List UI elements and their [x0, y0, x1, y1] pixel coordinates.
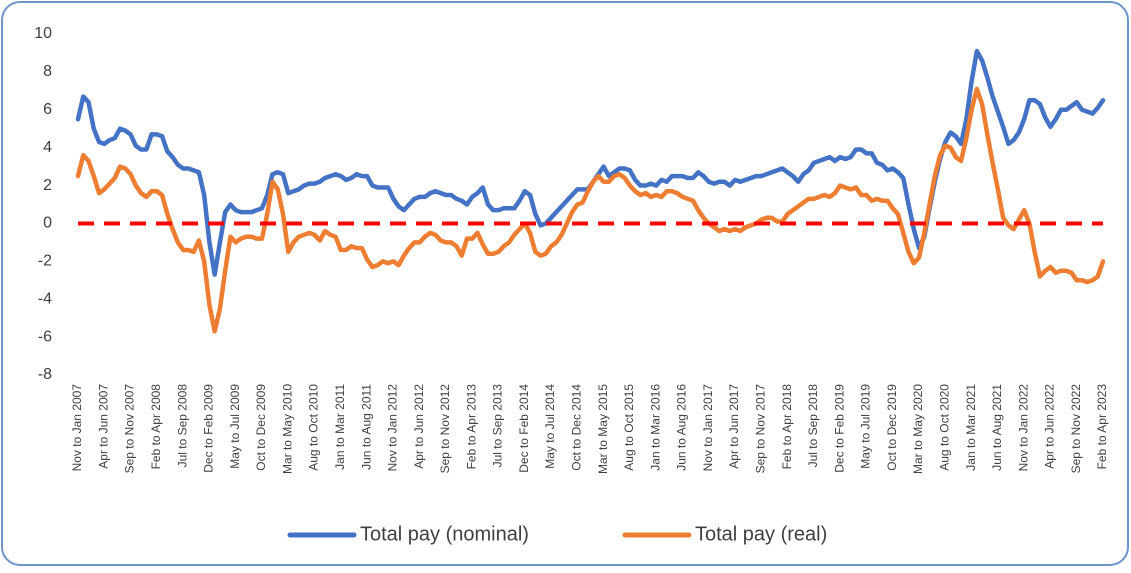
- x-tick-label: Sep to Nov 2007: [123, 384, 137, 474]
- x-tick-label: Sep to Nov 2022: [1069, 384, 1083, 474]
- x-tick-label: Dec to Feb 2019: [832, 384, 846, 473]
- y-tick-label: 4: [43, 139, 52, 156]
- legend-label: Total pay (nominal): [360, 523, 529, 545]
- series-line: [75, 86, 1106, 334]
- x-tick-label: Aug to Oct 2010: [307, 384, 321, 471]
- y-tick-label: 6: [43, 101, 52, 118]
- x-tick-label: Mar to May 2010: [280, 384, 294, 474]
- x-tick-label: Oct to Dec 2009: [254, 384, 268, 471]
- x-tick-label: Feb to Apr 2018: [780, 384, 794, 470]
- x-tick-label: Sep to Nov 2017: [754, 384, 768, 474]
- x-tick-label: Feb to Apr 2008: [149, 384, 163, 470]
- x-tick-label: Jan to Mar 2016: [648, 384, 662, 471]
- x-tick-label: Feb to Apr 2013: [464, 384, 478, 470]
- x-tick-label: Apr to Jun 2022: [1043, 384, 1057, 469]
- x-tick-label: May to Jul 2019: [859, 384, 873, 469]
- x-tick-label: Jun to Aug 2021: [990, 384, 1004, 471]
- x-tick-label: Feb to Apr 2023: [1095, 384, 1109, 470]
- legend-label: Total pay (real): [695, 523, 827, 545]
- y-tick-label: -6: [38, 328, 52, 345]
- x-tick-label: Aug to Oct 2020: [937, 384, 951, 471]
- x-tick-label: Nov to Jan 2022: [1016, 384, 1030, 472]
- y-tick-label: 0: [43, 215, 52, 232]
- x-tick-label: Sep to Nov 2012: [438, 384, 452, 474]
- x-tick-label: Jan to Mar 2011: [333, 384, 347, 470]
- y-tick-label: 10: [34, 25, 52, 42]
- x-tick-label: Mar to May 2015: [596, 384, 610, 474]
- x-tick-label: Apr to Jun 2012: [412, 384, 426, 469]
- x-tick-label: Jun to Aug 2016: [675, 384, 689, 471]
- x-tick-label: Apr to Jun 2007: [96, 384, 110, 469]
- x-tick-label: Nov to Jan 2007: [70, 384, 84, 472]
- x-tick-label: Nov to Jan 2012: [386, 384, 400, 472]
- x-tick-label: Nov to Jan 2017: [701, 384, 715, 472]
- x-tick-label: Jul to Sep 2013: [491, 384, 505, 468]
- x-tick-label: Jun to Aug 2011: [359, 384, 373, 470]
- x-tick-label: Jan to Mar 2021: [964, 384, 978, 471]
- y-tick-label: -8: [38, 366, 52, 383]
- x-tick-label: Dec to Feb 2009: [202, 384, 216, 473]
- x-tick-label: Mar to May 2020: [911, 384, 925, 474]
- x-tick-label: Jul to Sep 2018: [806, 384, 820, 468]
- x-tick-label: Apr to Jun 2017: [727, 384, 741, 469]
- x-tick-label: May to Jul 2014: [543, 384, 557, 469]
- x-tick-label: Jul to Sep 2008: [175, 384, 189, 468]
- x-tick-label: May to Jul 2009: [228, 384, 242, 469]
- y-tick-label: -4: [38, 290, 52, 307]
- y-tick-label: 2: [43, 177, 52, 194]
- x-tick-label: Aug to Oct 2015: [622, 384, 636, 471]
- x-tick-label: Oct to Dec 2014: [570, 384, 584, 471]
- y-tick-label: -2: [38, 253, 52, 270]
- x-tick-label: Oct to Dec 2019: [885, 384, 899, 471]
- x-tick-label: Dec to Feb 2014: [517, 384, 531, 473]
- y-tick-label: 8: [43, 63, 52, 80]
